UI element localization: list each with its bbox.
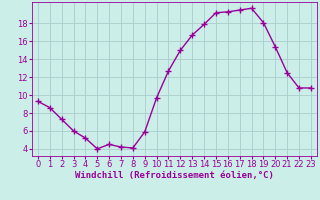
X-axis label: Windchill (Refroidissement éolien,°C): Windchill (Refroidissement éolien,°C) — [75, 171, 274, 180]
